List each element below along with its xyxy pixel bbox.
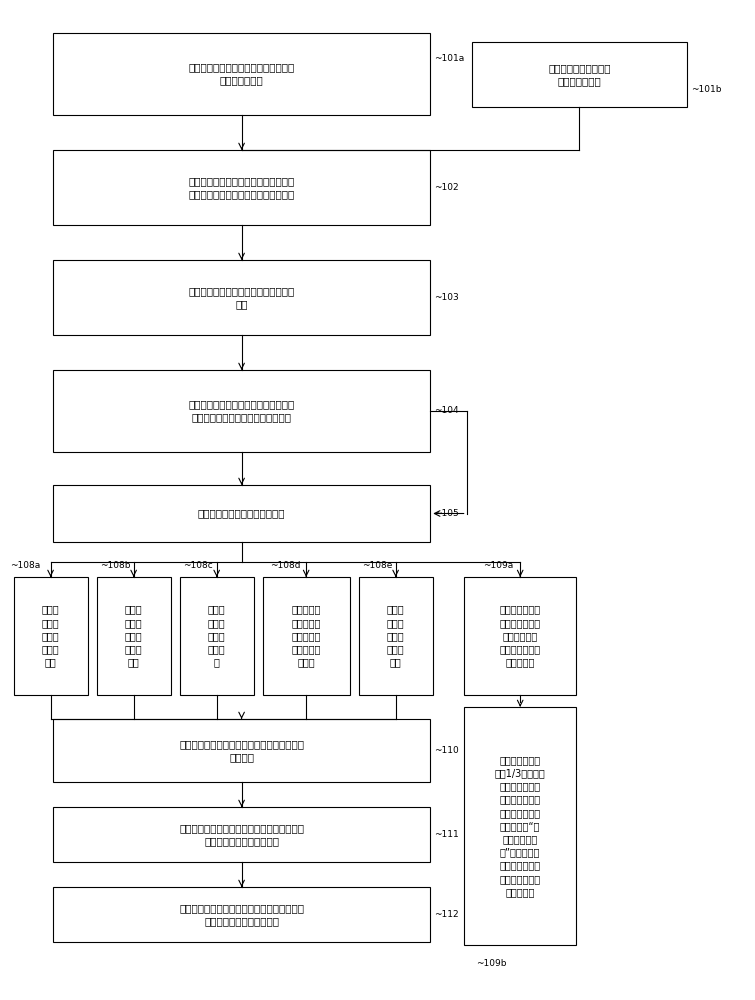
FancyBboxPatch shape bbox=[53, 150, 430, 225]
Text: ~110: ~110 bbox=[434, 746, 459, 755]
FancyBboxPatch shape bbox=[180, 577, 254, 695]
Text: ~108e: ~108e bbox=[362, 560, 393, 570]
Text: 向网络服务器发送包含有所需像素值的获取第
二所选机位视频数据的请求: 向网络服务器发送包含有所需像素值的获取第 二所选机位视频数据的请求 bbox=[179, 823, 304, 846]
Text: ~104: ~104 bbox=[434, 406, 459, 415]
FancyBboxPatch shape bbox=[464, 577, 576, 695]
Text: 获取用户对除所
述机位信息列表
区域的点击操
作，隐藏所述机
位信息列表: 获取用户对除所 述机位信息列表 区域的点击操 作，隐藏所述机 位信息列表 bbox=[500, 605, 541, 667]
FancyBboxPatch shape bbox=[53, 719, 430, 782]
FancyBboxPatch shape bbox=[14, 577, 88, 695]
FancyBboxPatch shape bbox=[263, 577, 350, 695]
Text: 获取用户在屏幕
中闳1/3处由下向
上的触屏滑动操
作或在屏幕任意
处的连续两次点
击操作或在“更
多视角任意切
换”按鈕上的点
击操作，在屏幕
右侧显示所述机: 获取用户在屏幕 中闳1/3处由下向 上的触屏滑动操 作或在屏幕任意 处的连续两次… bbox=[495, 755, 546, 897]
Text: ~109a: ~109a bbox=[483, 560, 513, 570]
FancyBboxPatch shape bbox=[53, 33, 430, 115]
FancyBboxPatch shape bbox=[53, 370, 430, 452]
Text: 在至少一个从播放窗口播放视频: 在至少一个从播放窗口播放视频 bbox=[198, 508, 285, 518]
FancyBboxPatch shape bbox=[472, 42, 687, 107]
Text: ~108b: ~108b bbox=[100, 560, 131, 570]
Text: ~108a: ~108a bbox=[10, 560, 40, 570]
FancyBboxPatch shape bbox=[359, 577, 433, 695]
Text: 按照拖
动指令
移动从
播放窗
口: 按照拖 动指令 移动从 播放窗 口 bbox=[208, 605, 226, 667]
FancyBboxPatch shape bbox=[97, 577, 171, 695]
Text: ~102: ~102 bbox=[434, 183, 459, 192]
Text: 获取用户对位信息列表的第二点击操作
后，向网络服务器发送获取数据请求: 获取用户对位信息列表的第二点击操作 后，向网络服务器发送获取数据请求 bbox=[189, 399, 294, 423]
Text: ~112: ~112 bbox=[434, 910, 459, 919]
Text: 在主播放窗口播放第一所选机位的视频
内容: 在主播放窗口播放第一所选机位的视频 内容 bbox=[189, 286, 294, 309]
Text: 按照指
令放大
或缩小
主播放
窗口: 按照指 令放大 或缩小 主播放 窗口 bbox=[42, 605, 60, 667]
FancyBboxPatch shape bbox=[464, 707, 576, 945]
Text: 获取用户对机位信息列表的第一点击操
作后，向网络服务器发送获取数据请求: 获取用户对机位信息列表的第一点击操 作后，向网络服务器发送获取数据请求 bbox=[189, 176, 294, 199]
Text: ~109b: ~109b bbox=[476, 958, 506, 968]
Text: ~105: ~105 bbox=[434, 509, 459, 518]
Text: ~111: ~111 bbox=[434, 830, 459, 839]
FancyBboxPatch shape bbox=[53, 485, 430, 542]
FancyBboxPatch shape bbox=[53, 807, 430, 862]
Text: 移动终端接收到所需像素值的视频数据后，在
对应的从播放窗口进行播放: 移动终端接收到所需像素值的视频数据后，在 对应的从播放窗口进行播放 bbox=[179, 903, 304, 926]
Text: 根据指
令增加
或删除
从播放
窗口: 根据指 令增加 或删除 从播放 窗口 bbox=[387, 605, 405, 667]
Text: ~108d: ~108d bbox=[270, 560, 300, 570]
Text: 设置主播放窗口和至少
一个从播放窗口: 设置主播放窗口和至少 一个从播放窗口 bbox=[548, 63, 611, 86]
Text: ~103: ~103 bbox=[434, 293, 459, 302]
Text: 按照指
令放大
或缩小
从播放
窗口: 按照指 令放大 或缩小 从播放 窗口 bbox=[125, 605, 143, 667]
Text: 获取多机位视频数据源信息，生成机位
信息列表并展示: 获取多机位视频数据源信息，生成机位 信息列表并展示 bbox=[189, 62, 294, 86]
Text: ~101a: ~101a bbox=[434, 54, 464, 63]
FancyBboxPatch shape bbox=[53, 887, 430, 942]
FancyBboxPatch shape bbox=[53, 260, 430, 335]
Text: ~101b: ~101b bbox=[691, 85, 721, 94]
Text: ~108c: ~108c bbox=[183, 560, 213, 570]
Text: 根据切换指
令切换从播
放窗口与主
播放窗口视
频内容: 根据切换指 令切换从播 放窗口与主 播放窗口视 频内容 bbox=[291, 605, 321, 667]
Text: 跟据当前从播放窗口大小，计算播放视频的所
需像素值: 跟据当前从播放窗口大小，计算播放视频的所 需像素值 bbox=[179, 739, 304, 762]
